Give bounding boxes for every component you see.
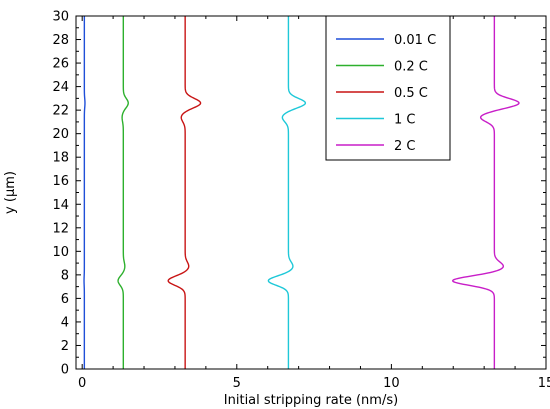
y-tick-label: 20 <box>52 127 69 142</box>
x-tick-label: 10 <box>383 376 400 391</box>
legend-entry: 0.2 C <box>394 60 428 75</box>
y-tick-label: 10 <box>52 245 69 260</box>
series-line <box>83 16 86 369</box>
x-tick-label: 15 <box>538 376 550 391</box>
series-line <box>167 16 202 369</box>
series-layer <box>83 16 520 369</box>
y-tick-label: 16 <box>52 174 69 189</box>
y-axis-label: y (μm) <box>3 171 18 214</box>
x-tick-label: 0 <box>78 376 86 391</box>
y-tick-label: 4 <box>61 315 69 330</box>
y-tick-label: 0 <box>61 363 69 378</box>
y-tick-label: 6 <box>61 292 69 307</box>
legend-entry: 0.5 C <box>394 86 428 101</box>
series-line <box>117 16 129 369</box>
y-tick-label: 14 <box>52 198 69 213</box>
plot-frame <box>75 15 547 370</box>
x-axis-ticks: 0 5 10 15 <box>78 16 550 391</box>
x-tick-label: 5 <box>233 376 241 391</box>
y-tick-label: 24 <box>52 80 69 95</box>
legend: 0.01 C 0.2 C 0.5 C 1 C 2 C <box>325 15 451 161</box>
y-tick-label: 18 <box>52 151 69 166</box>
legend-entry: 2 C <box>394 139 415 154</box>
legend-entry: 1 C <box>394 113 415 128</box>
legend-box <box>325 15 451 161</box>
series-line <box>451 16 520 369</box>
y-tick-label: 22 <box>52 104 69 119</box>
legend-entry: 0.01 C <box>394 33 436 48</box>
series-line <box>267 16 307 369</box>
x-axis-label: Initial stripping rate (nm/s) <box>224 393 398 408</box>
y-tick-label: 28 <box>52 33 69 48</box>
y-tick-label: 8 <box>61 268 69 283</box>
y-tick-label: 30 <box>52 10 69 25</box>
y-tick-label: 12 <box>52 221 69 236</box>
y-tick-label: 26 <box>52 57 69 72</box>
y-tick-label: 2 <box>61 339 69 354</box>
